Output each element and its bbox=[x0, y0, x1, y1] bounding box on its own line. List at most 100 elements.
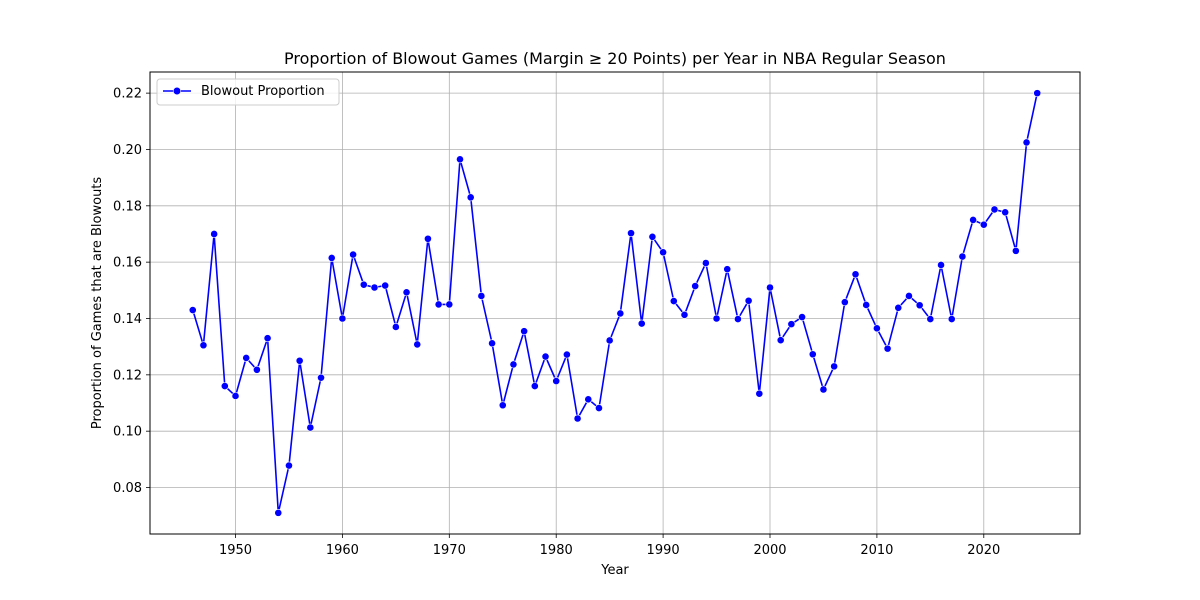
x-tick-label: 1990 bbox=[647, 543, 680, 558]
data-point bbox=[616, 309, 625, 318]
data-point bbox=[188, 306, 197, 314]
data-point bbox=[199, 341, 208, 350]
data-point bbox=[263, 334, 272, 343]
data-point bbox=[808, 350, 817, 359]
y-tick-label: 0.22 bbox=[113, 87, 142, 102]
data-point bbox=[498, 401, 507, 410]
data-point bbox=[488, 339, 496, 348]
data-point bbox=[787, 320, 796, 329]
data-point bbox=[573, 414, 582, 423]
data-point bbox=[530, 382, 539, 391]
y-tick-label: 0.14 bbox=[113, 312, 142, 327]
data-point bbox=[851, 270, 860, 279]
x-tick-label: 2000 bbox=[753, 543, 786, 558]
series-line bbox=[192, 92, 1038, 514]
data-point bbox=[755, 389, 764, 398]
data-point bbox=[819, 385, 828, 394]
data-point bbox=[637, 319, 646, 328]
data-point bbox=[381, 281, 390, 290]
data-point bbox=[926, 315, 935, 323]
chart-title: Proportion of Blowout Games (Margin ≥ 20… bbox=[284, 49, 946, 68]
data-point bbox=[477, 292, 486, 300]
grid-lines bbox=[150, 72, 1080, 534]
data-point bbox=[947, 315, 956, 323]
x-axis-label: Year bbox=[600, 563, 629, 578]
data-point bbox=[391, 323, 400, 331]
data-point bbox=[1022, 138, 1031, 147]
y-tick-label: 0.08 bbox=[113, 481, 142, 496]
data-point bbox=[424, 234, 432, 243]
data-point bbox=[317, 373, 325, 382]
data-point bbox=[285, 461, 293, 470]
data-point bbox=[840, 298, 849, 307]
y-tick-label: 0.12 bbox=[113, 368, 142, 383]
data-point bbox=[830, 362, 839, 371]
y-tick-label: 0.20 bbox=[113, 143, 142, 158]
data-point bbox=[883, 344, 892, 353]
x-tick-label: 1970 bbox=[433, 543, 466, 558]
data-point bbox=[1011, 246, 1020, 255]
data-point bbox=[1001, 208, 1010, 217]
data-point bbox=[252, 365, 261, 374]
x-tick-label: 1950 bbox=[219, 543, 252, 558]
data-point bbox=[691, 282, 700, 290]
data-point bbox=[552, 377, 561, 385]
data-point bbox=[766, 283, 774, 292]
data-point bbox=[894, 303, 903, 312]
y-axis-label: Proportion of Games that are Blowouts bbox=[90, 177, 105, 430]
data-point bbox=[520, 327, 529, 336]
legend-marker-swatch bbox=[172, 86, 182, 96]
plot-frame bbox=[149, 71, 1081, 535]
data-point bbox=[370, 283, 379, 292]
data-point bbox=[872, 324, 881, 333]
data-point bbox=[605, 336, 614, 345]
x-tick-label: 2020 bbox=[967, 543, 1000, 558]
data-point bbox=[231, 392, 240, 400]
x-tick-label: 1980 bbox=[540, 543, 573, 558]
data-point bbox=[242, 354, 251, 362]
legend-box bbox=[156, 78, 340, 106]
data-point bbox=[969, 215, 978, 224]
data-point bbox=[434, 300, 443, 309]
data-point bbox=[509, 360, 518, 369]
data-point bbox=[306, 423, 315, 432]
data-point bbox=[466, 193, 475, 202]
data-point bbox=[701, 259, 710, 267]
data-point bbox=[937, 261, 945, 269]
data-point bbox=[915, 301, 924, 310]
data-point bbox=[862, 301, 871, 309]
legend: Blowout Proportion bbox=[156, 78, 340, 106]
data-point bbox=[584, 395, 593, 404]
data-point bbox=[776, 336, 785, 345]
data-point bbox=[359, 280, 368, 289]
data-point bbox=[659, 248, 668, 257]
x-tick-label: 1960 bbox=[326, 543, 359, 558]
data-point bbox=[979, 220, 988, 229]
data-point bbox=[712, 314, 721, 323]
data-point bbox=[798, 313, 806, 321]
data-point bbox=[1033, 89, 1042, 98]
data-point bbox=[413, 340, 422, 349]
y-tick-label: 0.10 bbox=[113, 425, 142, 440]
x-tick-label: 2010 bbox=[860, 543, 893, 558]
data-point bbox=[905, 292, 913, 300]
y-tick-label: 0.18 bbox=[113, 199, 142, 214]
data-point bbox=[274, 508, 283, 517]
data-point bbox=[349, 250, 358, 259]
data-point bbox=[220, 382, 229, 391]
data-point bbox=[327, 254, 336, 262]
data-point bbox=[562, 350, 571, 359]
data-point bbox=[680, 310, 689, 319]
data-point bbox=[627, 229, 635, 238]
y-tick-label: 0.16 bbox=[113, 256, 142, 271]
data-point bbox=[295, 356, 304, 365]
data-point bbox=[990, 205, 999, 214]
data-point bbox=[456, 155, 464, 164]
series-layer bbox=[188, 89, 1042, 517]
data-point bbox=[445, 300, 454, 309]
data-point bbox=[744, 296, 753, 305]
axis-ticks: 1950 1960 1970 1980 1990 2000 2010 2020 0.08 0.10… bbox=[113, 87, 1000, 558]
legend-label: Blowout Proportion bbox=[201, 84, 325, 99]
data-point bbox=[734, 315, 742, 323]
